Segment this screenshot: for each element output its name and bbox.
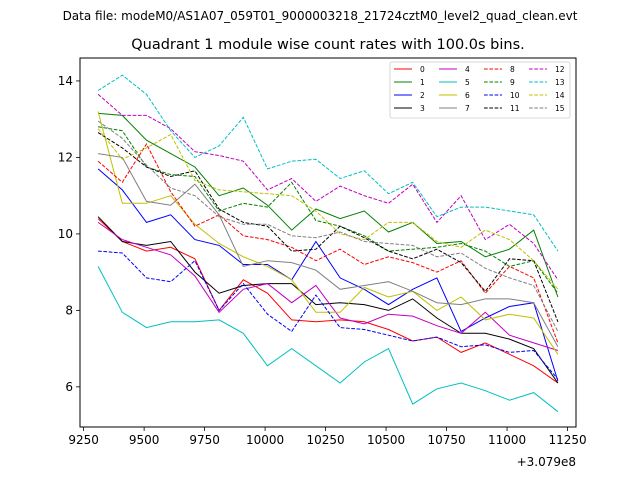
series-line-13	[97, 74, 559, 252]
series-line-11	[97, 132, 559, 322]
series-line-6	[97, 111, 559, 355]
x-tick-label: 10000	[246, 433, 284, 447]
x-tick-label: 10250	[306, 433, 344, 447]
series-line-12	[97, 93, 559, 281]
series-line-8	[97, 142, 559, 344]
legend-label-12: 12	[555, 65, 565, 74]
legend-label-6: 6	[465, 91, 470, 100]
legend-label-2: 2	[420, 91, 425, 100]
series-line-0	[97, 218, 559, 384]
series-line-2	[97, 168, 559, 382]
x-tick-label: 11250	[548, 433, 586, 447]
suptitle: Data file: modeM0/AS1A07_059T01_90000032…	[63, 9, 578, 23]
series-line-7	[98, 153, 559, 347]
legend-label-3: 3	[420, 104, 425, 113]
legend-label-0: 0	[420, 65, 425, 74]
y-tick-label: 12	[58, 150, 73, 164]
series-line-1	[98, 112, 559, 298]
series-line-5	[97, 266, 559, 413]
legend-box	[389, 61, 571, 119]
legend-label-7: 7	[465, 104, 470, 113]
x-tick-label: 9250	[68, 433, 99, 447]
y-tick-label: 14	[58, 74, 73, 88]
legend-label-4: 4	[465, 65, 470, 74]
x-offset-label: +3.079e8	[517, 455, 576, 469]
legend-label-13: 13	[555, 78, 565, 87]
legend-label-14: 14	[555, 91, 565, 100]
x-tick-label: 11000	[488, 433, 526, 447]
legend-label-8: 8	[510, 65, 515, 74]
x-tick-label: 9750	[189, 433, 220, 447]
y-tick-label: 6	[65, 380, 73, 394]
chart-title: Quadrant 1 module wise count rates with …	[131, 37, 525, 53]
x-tick-label: 9500	[129, 433, 160, 447]
x-tick-label: 10500	[367, 433, 405, 447]
legend-label-10: 10	[510, 91, 520, 100]
series-line-9	[98, 126, 559, 294]
y-tick-label: 10	[58, 227, 73, 241]
y-tick-label: 8	[65, 303, 73, 317]
axes-frame	[79, 57, 577, 428]
series-line-10	[98, 250, 559, 380]
series-line-3	[97, 216, 559, 384]
legend-label-11: 11	[510, 104, 520, 113]
legend-label-5: 5	[465, 78, 470, 87]
series-line-15	[97, 120, 559, 332]
series-lines	[97, 74, 559, 413]
series-line-14	[97, 128, 559, 290]
x-tick-label: 10750	[427, 433, 465, 447]
legend-label-9: 9	[510, 78, 515, 87]
legend-label-15: 15	[555, 104, 565, 113]
plot-area: 9250 9500 9750 10000 10250 10500 10750 11000 112…	[58, 57, 587, 447]
legend-label-1: 1	[420, 78, 425, 87]
